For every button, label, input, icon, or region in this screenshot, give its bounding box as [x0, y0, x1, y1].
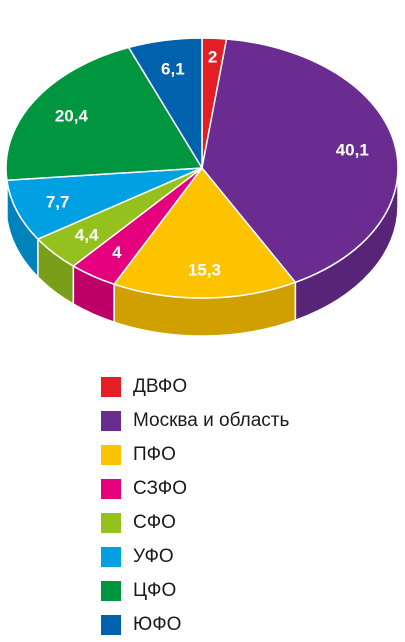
slice-value-label: 40,1: [336, 140, 369, 159]
legend-label: СФО: [133, 512, 176, 533]
legend-label: ЦФО: [133, 580, 177, 601]
legend-item: ЮФО: [101, 608, 289, 642]
legend-label: ЮФО: [133, 614, 182, 635]
legend-label: ПФО: [133, 444, 176, 465]
pie-value-labels: 2 40,1 15,3 4 4,4 7,7 20,4 6,1: [46, 47, 369, 279]
legend: ДВФО Москва и область ПФО СЗФО СФО УФО ЦФО ЮФО: [101, 370, 289, 642]
pie-slice-6: [5, 46, 203, 181]
slice-value-label: 15,3: [188, 260, 221, 279]
pie-slice-5: [6, 167, 203, 240]
legend-label: Москва и область: [133, 410, 290, 431]
legend-item: УФО: [101, 540, 289, 574]
legend-item: СЗФО: [101, 472, 289, 506]
legend-swatch: [101, 411, 121, 431]
pie-chart: 2 40,1 15,3 4 4,4 7,7 20,4 6,1: [5, 37, 399, 337]
legend-swatch: [101, 513, 121, 533]
legend-swatch: [101, 445, 121, 465]
legend-swatch: [101, 479, 121, 499]
pie-sides: [5, 167, 399, 337]
slice-value-label: 6,1: [161, 59, 185, 78]
legend-item: СФО: [101, 506, 289, 540]
slice-value-label: 7,7: [46, 192, 70, 211]
pie-slice-1: [201, 38, 399, 284]
legend-item: Москва и область: [101, 404, 289, 438]
slice-value-label: 2: [208, 47, 217, 66]
pie-slice-2: [113, 167, 297, 299]
legend-item: ДВФО: [101, 370, 289, 404]
slice-value-label: 4,4: [75, 226, 99, 245]
legend-swatch: [101, 377, 121, 397]
legend-label: СЗФО: [133, 478, 187, 499]
legend-item: ЦФО: [101, 574, 289, 608]
legend-swatch: [101, 581, 121, 601]
legend-label: ДВФО: [133, 376, 188, 397]
legend-swatch: [101, 547, 121, 567]
slice-value-label: 4: [112, 243, 122, 262]
slice-value-label: 20,4: [55, 106, 89, 125]
legend-swatch: [101, 615, 121, 635]
pie-chart-svg: 2 40,1 15,3 4 4,4 7,7 20,4 6,1: [5, 37, 399, 337]
pie-top: [5, 37, 399, 299]
pie-slice-7: [127, 37, 203, 169]
legend-label: УФО: [133, 546, 174, 567]
legend-item: ПФО: [101, 438, 289, 472]
